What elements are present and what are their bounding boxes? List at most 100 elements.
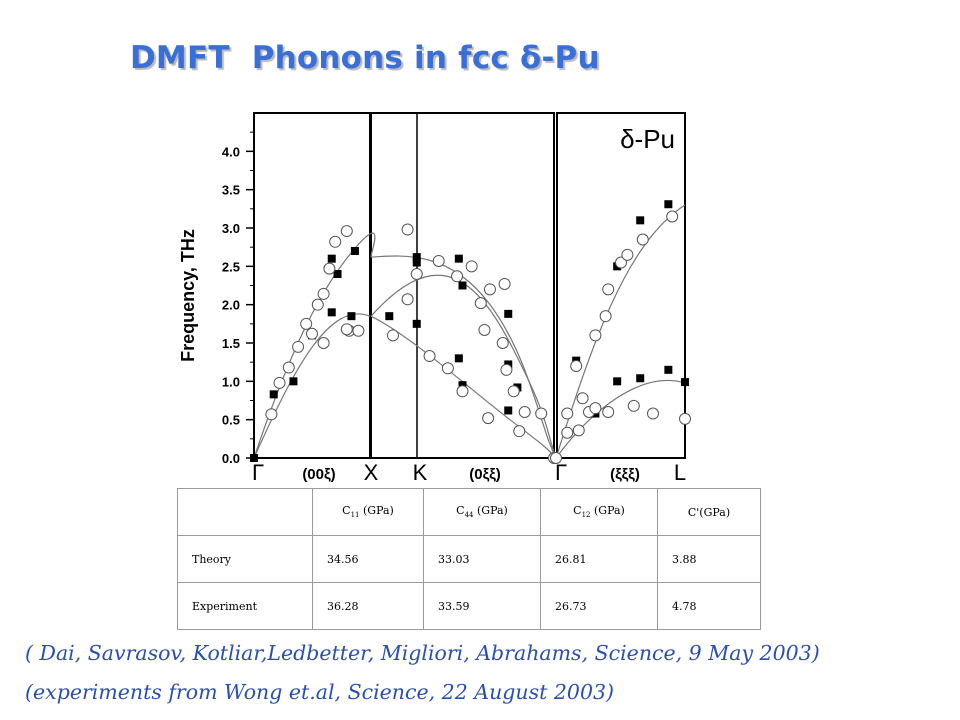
- experiment-point: [599, 310, 612, 323]
- phonon-dispersion-chart: 0.0 0.5 1.0 1.5 2.0 2.5 3.0 3.5 4.0 Frequency, TH…: [178, 112, 691, 485]
- theory-point: [385, 312, 394, 321]
- experiment-point: [423, 350, 436, 363]
- experiment-point: [647, 407, 659, 420]
- y-tick-label: 0.0: [222, 451, 240, 466]
- y-tick-label: 0.5: [222, 413, 240, 428]
- experiment-point: [478, 323, 491, 336]
- row-label-theory: Theory: [177, 535, 313, 583]
- y-tick-label: 2.0: [222, 298, 240, 313]
- experiment-point: [323, 262, 336, 275]
- experiment-point: [500, 363, 513, 376]
- experiment-point: [561, 407, 574, 420]
- theory-point: [458, 381, 467, 390]
- theory-point: [504, 406, 513, 415]
- experiment-point: [282, 361, 295, 374]
- cell-theory-c11: 34.56: [312, 535, 424, 583]
- citation-experiment: (experiments from Wong et.al, Science, 2…: [25, 680, 615, 704]
- row-label-experiment: Experiment: [177, 582, 313, 630]
- theory-curve-6: [555, 204, 686, 459]
- theory-point: [454, 254, 463, 263]
- citation-theory: ( Dai, Savrasov, Kotliar,Ledbetter, Migl…: [25, 641, 820, 665]
- panel-frame-3: [556, 112, 686, 459]
- theory-curve-4: [370, 274, 557, 459]
- experiment-point: [273, 376, 286, 389]
- theory-curve-3: [370, 255, 557, 459]
- symmetry-point-label: X: [364, 460, 379, 485]
- header-c44-unit: (GPa): [473, 504, 508, 518]
- experiment-point: [265, 408, 278, 421]
- experiment-point: [441, 362, 454, 375]
- y-tick-label: 1.0: [222, 374, 240, 389]
- experiment-point: [602, 406, 615, 418]
- theory-curve-1: [253, 232, 376, 459]
- header-c11-sub: 11: [350, 511, 360, 520]
- experiment-point: [300, 317, 313, 330]
- experiment-point: [615, 256, 627, 269]
- experiment-point: [513, 425, 526, 438]
- direction-label: (0ξξ): [469, 466, 501, 483]
- theory-point: [454, 354, 463, 363]
- experiment-point: [340, 225, 353, 238]
- symmetry-point-label: K: [413, 460, 428, 485]
- header-cprime-text: C'(GPa): [687, 505, 731, 519]
- header-c11-text: C: [342, 504, 351, 518]
- experiment-point: [432, 254, 445, 267]
- symmetry-point-label: Γ: [252, 460, 264, 485]
- cell-theory-c12: 26.81: [540, 535, 658, 583]
- experiment-point: [627, 399, 640, 412]
- experiment-point: [589, 402, 602, 415]
- cell-theory-cprime: 3.88: [657, 535, 761, 583]
- table-corner-cell: [177, 488, 313, 536]
- header-cprime: C'(GPa): [657, 488, 761, 536]
- y-axis-label: Frequency, THz: [178, 229, 198, 362]
- experiment-point: [496, 337, 509, 349]
- y-tick-label: 3.0: [222, 221, 240, 236]
- header-c11: C11 (GPa): [312, 488, 424, 536]
- experiment-point: [561, 426, 574, 439]
- panel-frame-2: [370, 112, 555, 459]
- theory-point: [333, 270, 342, 278]
- experiment-point: [507, 385, 520, 398]
- theory-point: [458, 281, 467, 290]
- direction-label: (00ξ): [302, 466, 335, 483]
- cell-experiment-cprime: 4.78: [657, 582, 761, 630]
- table-row-theory: Theory 34.56 33.03 26.81 3.88: [177, 535, 761, 583]
- header-c12: C12 (GPa): [540, 488, 658, 536]
- material-annotation: δ-Pu: [620, 124, 675, 154]
- header-c11-unit: (GPa): [359, 504, 394, 518]
- header-c12-text: C: [573, 504, 582, 518]
- theory-point: [412, 253, 421, 262]
- panel-frame-1: [253, 112, 371, 459]
- header-c44-sub: 44: [464, 511, 474, 520]
- theory-point: [269, 390, 278, 399]
- experiment-point: [401, 293, 414, 306]
- theory-point: [681, 378, 689, 387]
- experiment-point: [572, 424, 585, 437]
- experiment-point: [576, 392, 589, 405]
- theory-point: [504, 309, 513, 318]
- theory-curve-7: [555, 379, 686, 459]
- symmetry-point-label: Γ: [555, 460, 567, 485]
- experiment-point: [621, 248, 634, 261]
- experiment-point: [410, 268, 423, 280]
- experiment-point: [518, 406, 531, 418]
- y-tick-label: 3.5: [222, 183, 240, 198]
- experiment-point: [589, 329, 602, 342]
- experiment-point: [570, 360, 583, 372]
- experiment-point: [602, 283, 615, 296]
- header-c44: C44 (GPa): [423, 488, 541, 536]
- header-c12-unit: (GPa): [590, 504, 625, 518]
- cell-experiment-c12: 26.73: [540, 582, 658, 630]
- experiment-point: [329, 235, 342, 248]
- slide-title: DMFT Phonons in fcc δ-Pu: [130, 40, 600, 76]
- experiment-point: [401, 223, 414, 236]
- experiment-point: [636, 233, 649, 246]
- elastic-constants-table: C11 (GPa) C44 (GPa) C12 (GPa) C'(GPa) Th…: [177, 488, 761, 630]
- experiment-point: [317, 287, 330, 300]
- theory-point: [664, 200, 673, 209]
- theory-curve-2: [253, 313, 371, 459]
- theory-point: [613, 377, 622, 386]
- experiment-point: [451, 270, 464, 283]
- header-c44-text: C: [456, 504, 465, 518]
- cell-experiment-c11: 36.28: [312, 582, 424, 630]
